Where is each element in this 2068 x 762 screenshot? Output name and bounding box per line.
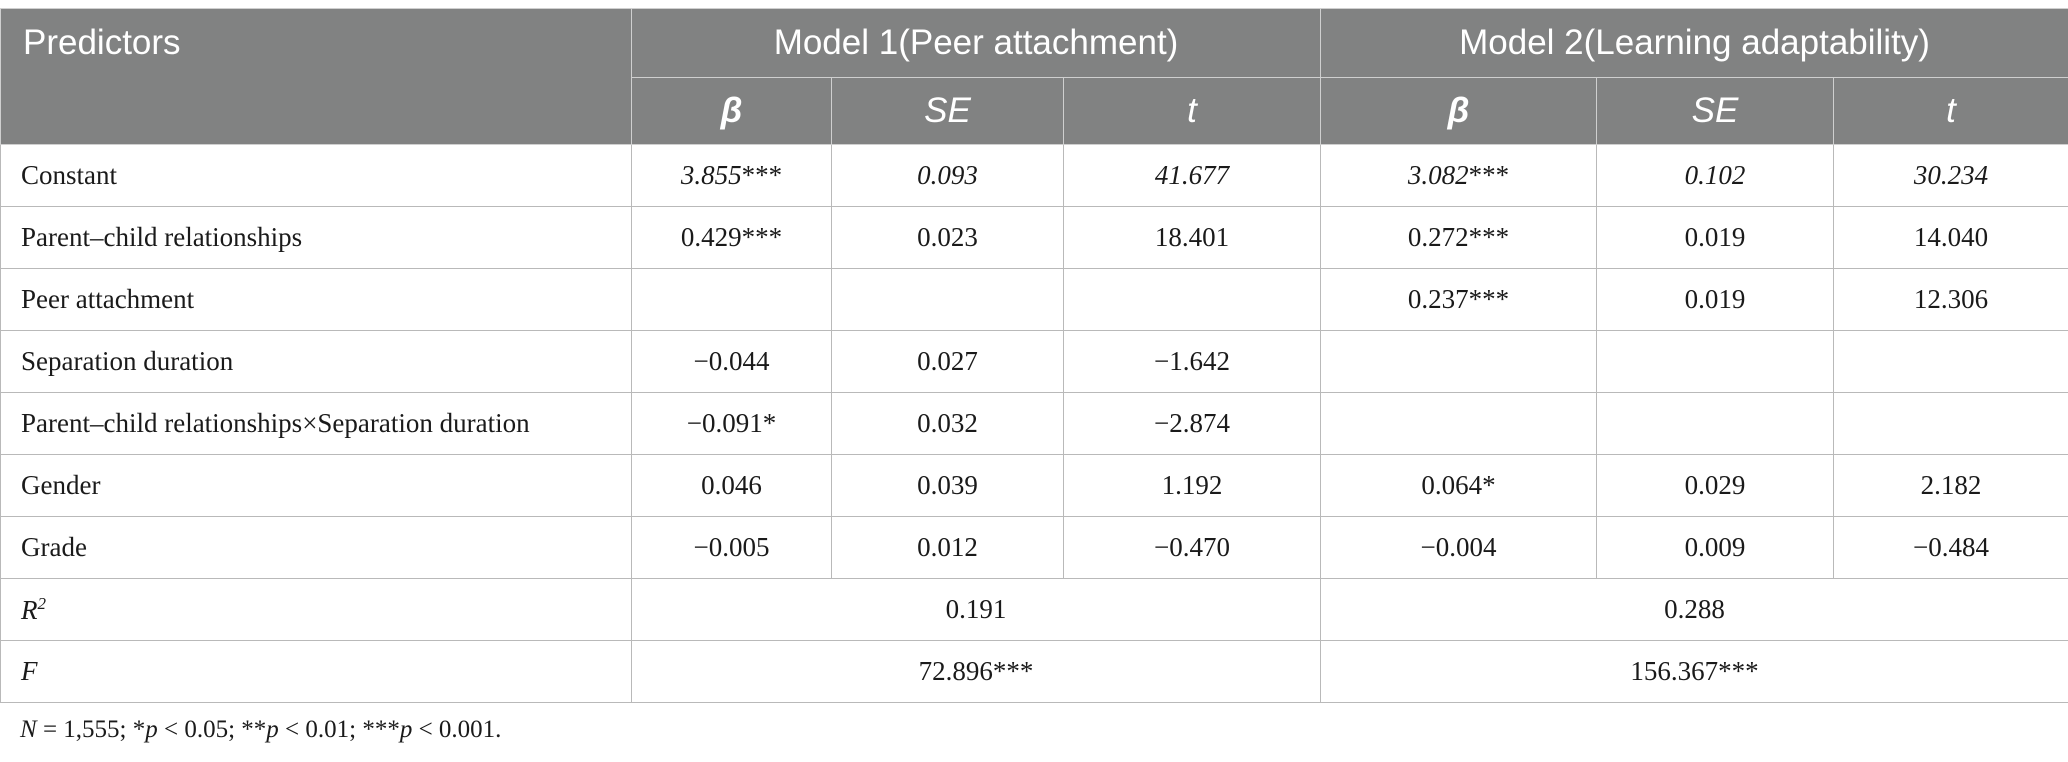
m1-t-cell: −1.642 <box>1062 330 1322 393</box>
m1-se-cell: 0.012 <box>831 516 1064 579</box>
m2-beta-cell <box>1320 392 1598 455</box>
m1-f: 72.896*** <box>630 640 1322 703</box>
model2-header: Model 2(Learning adaptability) <box>1320 8 2068 78</box>
m2-se-cell <box>1596 392 1835 455</box>
footnote-p: p <box>145 716 158 743</box>
footnote-p: p <box>399 716 413 743</box>
footnote-p: p <box>266 716 279 743</box>
table-body: Constant 3.855*** 0.093 41.677 3.082*** … <box>0 144 2068 703</box>
m1-beta-value: 3.855 <box>680 160 742 190</box>
m1-t-cell: 41.677 <box>1062 144 1322 207</box>
footnote-n: N <box>20 716 37 743</box>
m2-se-cell: 0.029 <box>1596 454 1835 517</box>
m1-beta-cell: 0.429*** <box>631 206 832 269</box>
table-row: Gender 0.046 0.039 1.192 0.064* 0.029 2.… <box>0 454 2068 517</box>
m1-beta-cell: −0.044 <box>631 330 832 393</box>
m1-se-header: SE <box>831 77 1064 145</box>
m2-t-header: t <box>1833 77 2068 145</box>
footnote-text: < 0.001. <box>412 716 502 743</box>
m2-beta-cell: 0.237*** <box>1320 268 1598 331</box>
m2-beta-header: β <box>1320 77 1598 145</box>
f-label: F <box>0 640 632 703</box>
footnote-text: < 0.01; *** <box>278 716 400 743</box>
r-squared-label-sup: 2 <box>37 593 47 613</box>
m1-se-cell: 0.023 <box>831 206 1064 269</box>
footnote-text: < 0.05; ** <box>157 716 267 743</box>
row-label: Parent–child relationships×Separation du… <box>0 392 632 455</box>
m2-beta-significance: *** <box>1468 160 1510 190</box>
m2-t-cell: −0.484 <box>1833 516 2068 579</box>
row-label: Grade <box>0 516 632 579</box>
m1-t-cell: −0.470 <box>1062 516 1322 579</box>
m1-beta-cell: −0.005 <box>631 516 832 579</box>
m1-r-squared: 0.191 <box>630 578 1322 641</box>
m2-beta-cell: 3.082*** <box>1320 144 1598 207</box>
row-label: Separation duration <box>0 330 632 393</box>
regression-table: Predictors Model 1(Peer attachment) Mode… <box>0 8 2068 703</box>
row-label: Peer attachment <box>0 268 632 331</box>
m1-beta-cell: 3.855*** <box>631 144 832 207</box>
m1-beta-significance: *** <box>741 160 783 190</box>
r-squared-label: R2 <box>0 578 632 641</box>
m2-se-cell: 0.019 <box>1596 268 1835 331</box>
m2-se-cell: 0.019 <box>1596 206 1835 269</box>
row-label: Gender <box>0 454 632 517</box>
f-row: F 72.896*** 156.367*** <box>0 640 2068 703</box>
m2-beta-cell: 0.064* <box>1320 454 1598 517</box>
table-row: Parent–child relationships×Separation du… <box>0 392 2068 455</box>
m1-t-header: t <box>1062 77 1322 145</box>
table-row: Separation duration −0.044 0.027 −1.642 <box>0 330 2068 393</box>
table-row: Grade −0.005 0.012 −0.470 −0.004 0.009 −… <box>0 516 2068 579</box>
m1-t-cell: 18.401 <box>1062 206 1322 269</box>
m2-r-squared: 0.288 <box>1320 578 2068 641</box>
m1-beta-cell <box>631 268 832 331</box>
m1-beta-cell: 0.046 <box>631 454 832 517</box>
m1-se-cell <box>831 268 1064 331</box>
m2-t-cell: 2.182 <box>1833 454 2068 517</box>
footnote-text: = 1,555; * <box>36 716 146 743</box>
m2-t-cell: 14.040 <box>1833 206 2068 269</box>
row-label: Parent–child relationships <box>0 206 632 269</box>
m1-se-cell: 0.039 <box>831 454 1064 517</box>
m2-t-cell: 12.306 <box>1833 268 2068 331</box>
m2-beta-cell: −0.004 <box>1320 516 1598 579</box>
table-footnote: N = 1,555; *p < 0.05; **p < 0.01; ***p <… <box>20 716 501 744</box>
m2-f: 156.367*** <box>1320 640 2068 703</box>
m2-beta-value: 3.082 <box>1407 160 1469 190</box>
m1-beta-cell: −0.091* <box>631 392 832 455</box>
m1-beta-header: β <box>631 77 832 145</box>
m1-se-cell: 0.032 <box>831 392 1064 455</box>
m2-t-cell <box>1833 330 2068 393</box>
m1-t-cell: 1.192 <box>1062 454 1322 517</box>
m1-se-cell: 0.027 <box>831 330 1064 393</box>
r-squared-row: R2 0.191 0.288 <box>0 578 2068 641</box>
row-label: Constant <box>0 144 632 207</box>
m1-t-cell: −2.874 <box>1062 392 1322 455</box>
m2-se-header: SE <box>1596 77 1835 145</box>
m2-se-cell: 0.009 <box>1596 516 1835 579</box>
m1-t-cell <box>1062 268 1322 331</box>
table-header: Predictors Model 1(Peer attachment) Mode… <box>0 8 2068 145</box>
r-squared-label-base: R <box>21 594 38 625</box>
table-row: Parent–child relationships 0.429*** 0.02… <box>0 206 2068 269</box>
m2-se-cell <box>1596 330 1835 393</box>
m2-se-cell: 0.102 <box>1596 144 1835 207</box>
table-container: Predictors Model 1(Peer attachment) Mode… <box>0 8 2068 703</box>
predictors-header: Predictors <box>0 8 632 145</box>
m2-t-cell: 30.234 <box>1833 144 2068 207</box>
table-row: Constant 3.855*** 0.093 41.677 3.082*** … <box>0 144 2068 207</box>
m2-beta-cell <box>1320 330 1598 393</box>
m2-t-cell <box>1833 392 2068 455</box>
model1-header: Model 1(Peer attachment) <box>630 8 1322 78</box>
m2-beta-cell: 0.272*** <box>1320 206 1598 269</box>
m1-se-cell: 0.093 <box>831 144 1064 207</box>
table-row: Peer attachment 0.237*** 0.019 12.306 <box>0 268 2068 331</box>
